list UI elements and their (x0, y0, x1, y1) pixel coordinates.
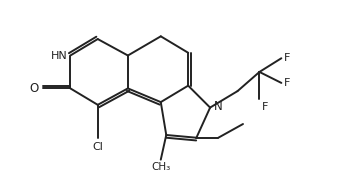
Text: F: F (284, 78, 290, 88)
Text: F: F (284, 53, 290, 63)
Text: CH₃: CH₃ (151, 162, 170, 172)
Text: F: F (262, 102, 269, 112)
Text: HN: HN (51, 51, 68, 60)
Text: O: O (30, 82, 39, 95)
Text: Cl: Cl (92, 142, 103, 152)
Text: N: N (214, 100, 223, 113)
